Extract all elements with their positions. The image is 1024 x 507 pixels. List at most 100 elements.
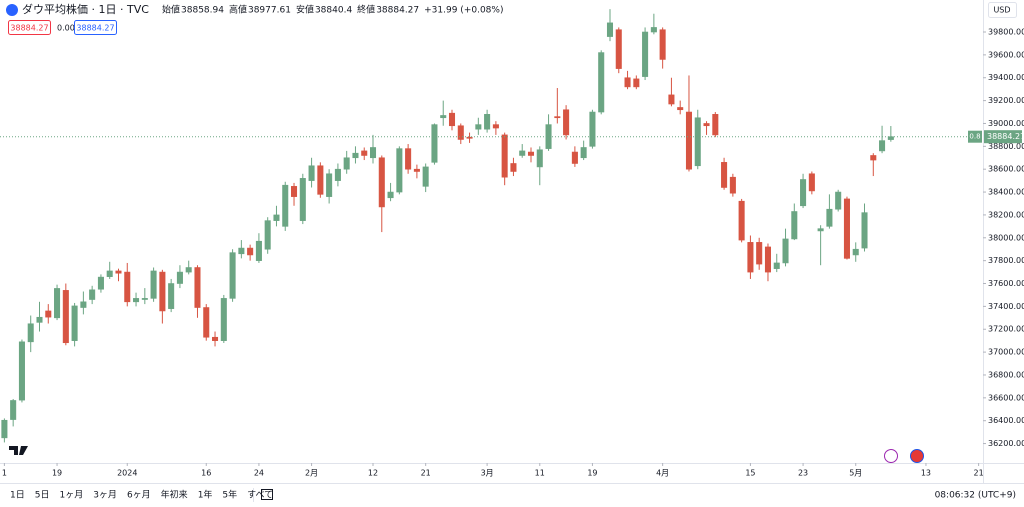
candle-body [642,31,649,77]
candle-body [361,150,368,156]
candle-body [89,289,96,300]
price-tag-box [968,130,982,143]
candle-body [448,112,456,127]
candle-body [71,305,78,341]
change: +31.99 (+0.08%) [424,6,503,16]
candle-body [712,114,719,136]
ohlc-value: 38840.4 [315,6,352,16]
candle-body [334,168,341,181]
range-button[interactable]: 1日 [10,490,25,501]
buy-price[interactable]: 38884.27 [76,24,114,33]
clock: 08:06:32 (UTC+9) [935,491,1016,501]
candle-body [764,246,771,273]
candle-body [615,29,622,69]
legend-header: ダウ平均株価 · 1日 · TVC 始値 38858.94 高値 38977.61 安値… [6,2,503,16]
candle-body [738,200,745,241]
y-tick-label: 38400.00 [988,188,1024,197]
y-tick-label: 37200.00 [988,325,1024,334]
candle-body [879,140,886,152]
y-tick-label: 37800.00 [988,256,1024,265]
currency-box[interactable] [988,2,1017,18]
candle-body [299,178,306,221]
candle-body [861,212,868,249]
y-tick-label: 39400.00 [988,73,1024,82]
price-label: 38884.27 [987,132,1024,141]
candle-body [291,186,298,197]
range-button[interactable]: 1年 [198,489,213,501]
candle-body [54,288,61,319]
candle-body [255,240,262,261]
candle-body [703,123,710,127]
range-button[interactable]: すべて [247,490,273,501]
candle-body [45,310,52,318]
candle-body [133,298,140,303]
candle-body [501,134,508,178]
candle-body [238,247,245,255]
y-tick-label: 39200.00 [988,96,1024,105]
x-tick-label: 21 [974,469,984,478]
x-tick-label: 16 [201,469,211,478]
currency[interactable]: USD [993,6,1010,15]
candle-body [168,283,175,309]
candle-body [405,148,412,170]
sell-price[interactable]: 38884.27 [10,24,48,33]
candle-body [317,165,324,195]
candle-body [413,168,420,172]
event-icon[interactable] [884,449,898,463]
range-button[interactable]: 1ヶ月 [59,490,83,501]
candle-body [606,22,614,37]
x-tick-label: 21 [421,469,431,478]
candle-body [124,271,131,303]
candle-body [677,107,684,111]
range-button[interactable]: 5日 [35,490,50,501]
candle-body [229,252,236,299]
y-tick-label: 37400.00 [988,302,1024,311]
candle-body [326,173,333,197]
candle-body [457,125,464,140]
candle-body [510,163,517,172]
y-tick-label: 36800.00 [988,370,1024,379]
flag-icon[interactable] [910,449,924,463]
range-button[interactable]: 3ヶ月 [93,490,117,501]
y-tick-label: 38000.00 [988,233,1024,242]
range-button[interactable]: 6ヶ月 [127,490,151,501]
spread: 0.00 [57,24,75,33]
symbol-icon [6,4,18,16]
x-tick-label: 13 [921,469,931,478]
y-tick-label: 37000.00 [988,348,1024,357]
range-button[interactable]: 5年 [222,489,237,501]
ohlc-label: 高値 [229,4,247,16]
y-tick-label: 38800.00 [988,142,1024,151]
candle-body [580,147,587,159]
candle-body [668,94,675,105]
candle-body [247,247,254,256]
candle-body [519,150,526,156]
buy-box[interactable] [74,20,117,35]
candle-body [378,157,385,208]
calendar-icon[interactable] [261,489,273,500]
candle-body [431,124,438,163]
candle-body [106,270,113,277]
sell-box[interactable] [8,20,51,35]
x-tick-label: 4月 [656,469,669,478]
price-tag: 0.8 [969,133,980,141]
y-tick-label: 39600.00 [988,50,1024,59]
candle-body [756,242,763,265]
candle-body [791,211,798,240]
candle-body [563,109,570,136]
candle-body [212,336,219,341]
ohlc-label: 始値 [162,4,180,16]
candle-body [536,149,543,168]
candle-body [1,419,8,439]
x-tick-label: 12 [368,469,378,478]
symbol-title: ダウ平均株価 · 1日 · TVC [22,2,149,16]
range-button[interactable]: 年初来 [161,489,188,501]
candle-body [475,124,482,130]
x-tick-label: 5月 [849,469,862,478]
candle-body [185,267,192,273]
candle-body [843,198,850,259]
candle-body [387,191,394,199]
candle-body [194,267,201,308]
candle-body [440,115,447,119]
